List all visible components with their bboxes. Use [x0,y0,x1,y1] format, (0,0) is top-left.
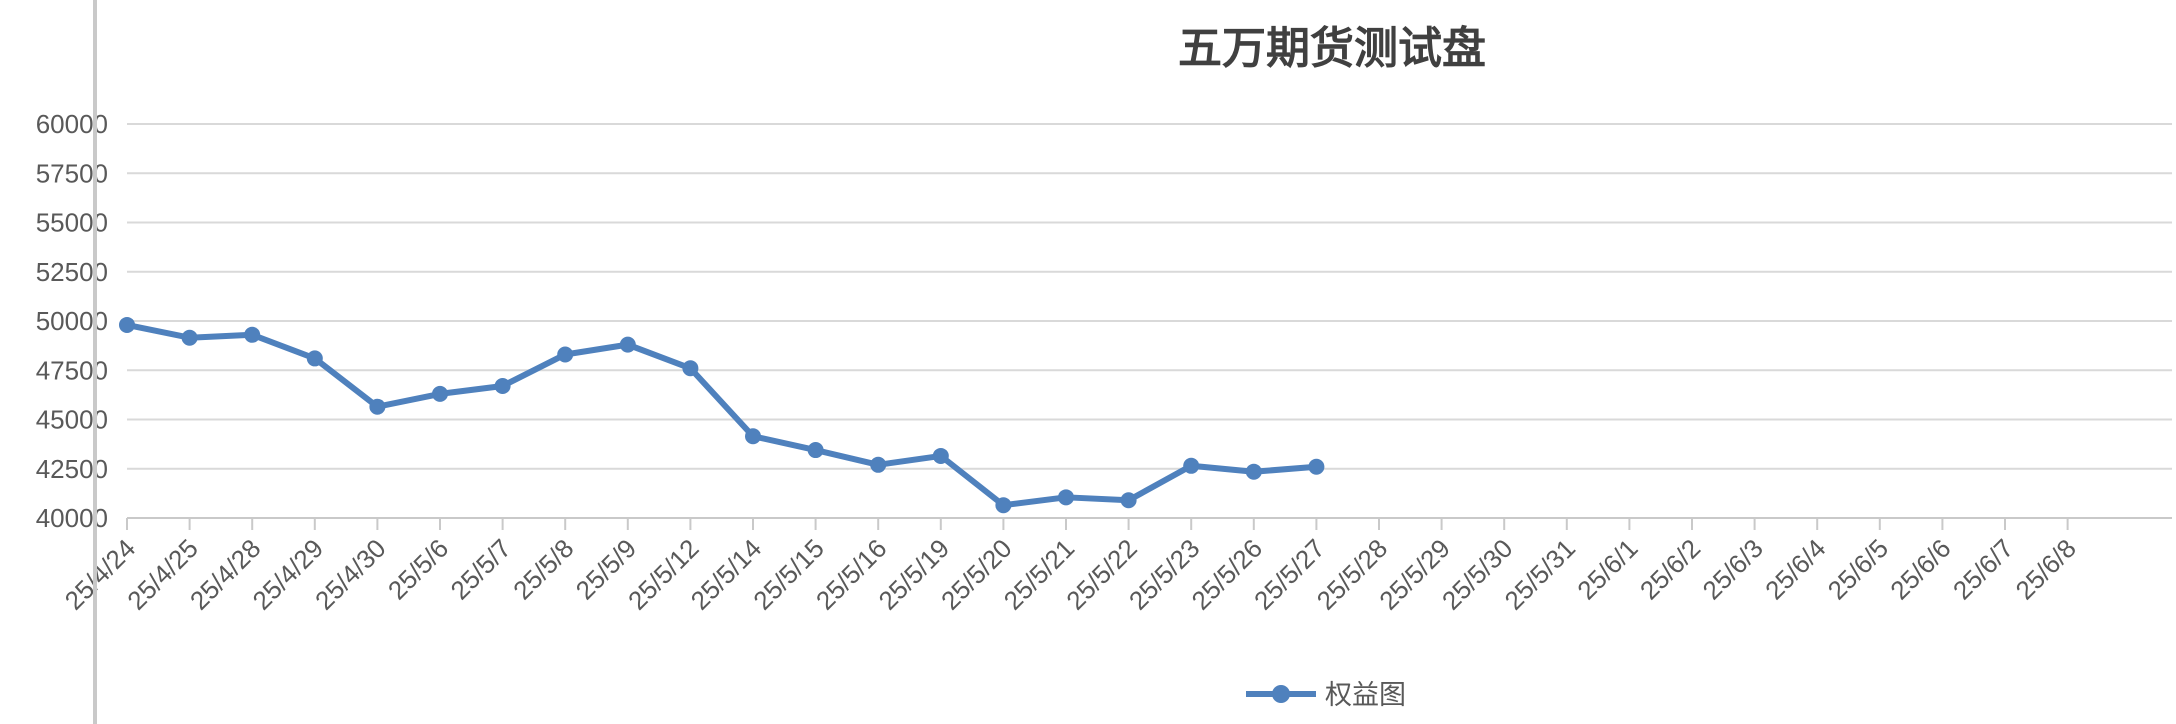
y-tick-label: 55000 [36,208,108,238]
data-point [1245,463,1262,480]
left-border-rule [93,0,97,724]
x-tick-label: 25/6/3 [1697,533,1769,605]
data-point [369,398,386,415]
data-point [119,316,135,333]
data-point [432,385,448,402]
y-tick-label: 52500 [36,257,108,287]
data-point [745,428,761,445]
legend: 权益图 [1246,680,1406,710]
series-line [124,321,1320,509]
chart-title: 五万期货测试盘 [1178,24,1486,73]
data-point [1120,492,1137,509]
data-point [1058,489,1074,506]
data-point [682,360,699,377]
x-tick-label: 25/6/6 [1884,533,1956,605]
x-tick-label: 25/6/7 [1947,533,2019,605]
data-point [494,378,511,395]
data-point [870,456,887,473]
gridlines [127,123,2172,470]
data-point [244,326,261,343]
x-axis [126,517,2172,530]
y-tick-label: 60000 [36,109,108,139]
data-point [557,346,574,363]
y-tick-label: 45000 [36,405,108,435]
x-tick-label: 25/6/5 [1822,533,1894,605]
x-tick-label: 25/6/2 [1634,533,1706,605]
y-axis-labels: 40000 42500 45000 47500 50000 52500 55000 57500… [36,109,108,533]
y-tick-label: 57500 [36,158,108,188]
x-tick-label: 25/6/1 [1571,533,1643,605]
legend-label: 权益图 [1325,680,1406,710]
x-tick-label: 25/5/7 [445,533,517,605]
data-point [1308,458,1325,475]
x-tick-label: 25/5/6 [382,533,454,605]
x-tick-label: 25/5/31 [1498,533,1581,616]
data-point [995,497,1012,514]
data-point [181,329,198,346]
legend-marker [1272,685,1290,703]
y-tick-label: 40000 [36,503,108,533]
x-tick-label: 25/6/4 [1759,533,1831,605]
x-tick-label: 25/4/30 [309,533,392,616]
y-tick-label: 47500 [36,355,108,385]
x-tick-label: 25/5/8 [507,533,579,605]
x-axis-labels: 25/4/2425/4/2525/4/2825/4/2925/4/3025/5/… [59,533,2082,616]
x-tick-label: 25/6/8 [2010,533,2082,605]
data-point [932,447,949,464]
data-point [807,442,824,459]
series-layer [119,316,1325,514]
data-point [619,336,636,353]
y-tick-label: 50000 [36,306,108,336]
data-point [306,350,323,367]
y-tick-label: 42500 [36,454,108,484]
data-point [1183,457,1200,474]
